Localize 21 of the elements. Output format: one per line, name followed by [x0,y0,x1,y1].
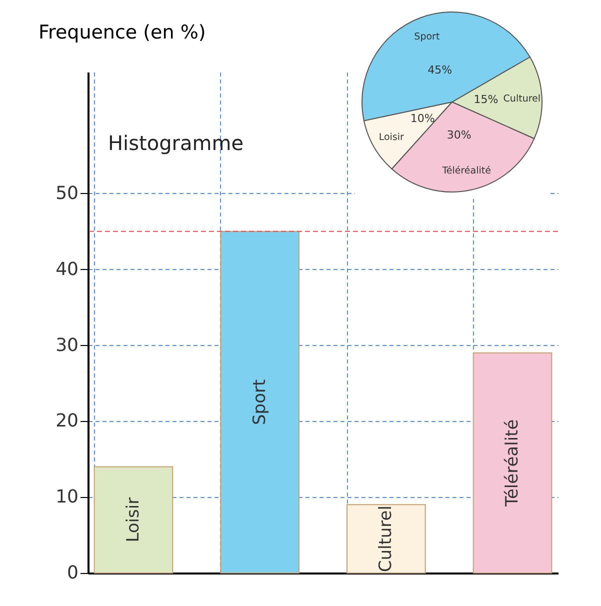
text: Histogramme [108,131,244,155]
y-tick-label: 40 [56,258,78,280]
bar [472,352,552,574]
y-tick-label: 20 [56,410,78,432]
y-tick-label: 50 [56,182,78,204]
data-label: 45% [428,63,452,76]
bar [94,466,174,574]
y-tick-label: 10 [56,486,78,508]
slice-label: Culturel [503,93,541,104]
bar [346,504,426,574]
bar [220,230,300,574]
slice-label: Sport [414,32,440,43]
slice-label: Téléréalité [441,165,492,176]
y-tick-label: 0 [67,562,78,584]
slice-label: Loisir [378,132,404,143]
data-label: 15% [474,93,498,106]
data-label: 10% [410,112,435,125]
y-axis-title: Frequence (en %) [38,22,206,44]
x-tick-label: Téléréalité [502,419,523,508]
data-label: 30% [446,128,472,142]
y-tick-label: 30 [56,334,78,356]
